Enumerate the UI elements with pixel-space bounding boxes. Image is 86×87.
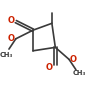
Text: O: O <box>70 55 77 64</box>
Text: O: O <box>46 63 53 72</box>
Text: O: O <box>8 16 15 25</box>
Text: CH₃: CH₃ <box>73 70 86 76</box>
Text: CH₃: CH₃ <box>0 52 13 58</box>
Text: O: O <box>7 34 14 43</box>
